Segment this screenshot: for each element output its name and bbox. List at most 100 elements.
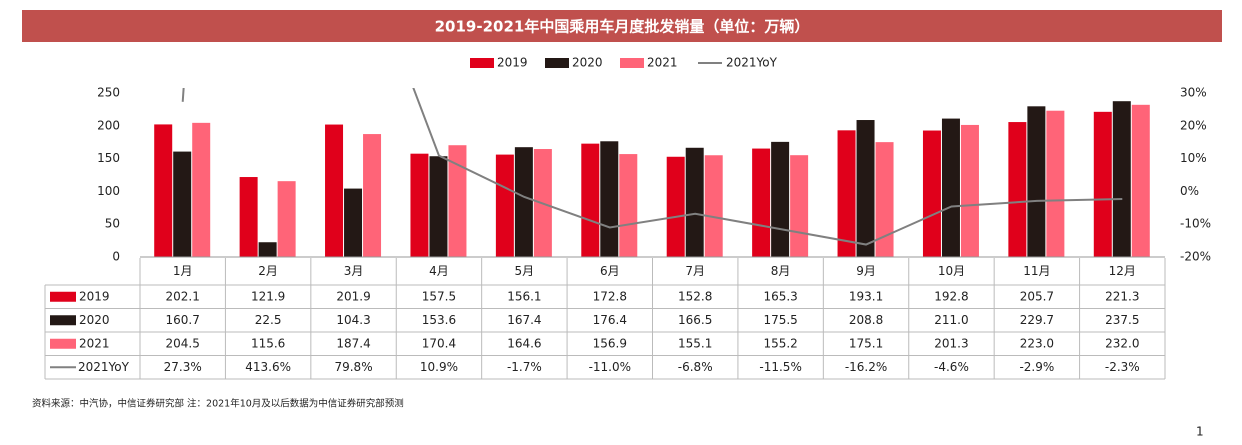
- bar: [239, 177, 258, 257]
- source-note: 资料来源：中汽协，中信证券研究部 注：2021年10月及以后数据为中信证券研究部…: [32, 398, 404, 410]
- bar: [325, 124, 344, 258]
- y-tick-label: 150: [97, 151, 120, 165]
- title-bar: [22, 10, 1222, 42]
- bar: [514, 147, 533, 257]
- x-tick-label: 11月: [1023, 264, 1050, 278]
- table-cell: 152.8: [678, 289, 712, 303]
- x-tick-label: 7月: [685, 264, 705, 278]
- x-tick-label: 2月: [258, 264, 278, 278]
- y2-tick-label: -10%: [1180, 217, 1211, 231]
- table-cell: -6.8%: [678, 360, 713, 374]
- table-cell: 176.4: [593, 313, 627, 327]
- yoy-line: [181, 88, 1123, 246]
- y2-tick-label: 0%: [1180, 184, 1199, 198]
- table-cell: -2.3%: [1105, 360, 1140, 374]
- bar: [960, 124, 979, 257]
- y-tick-label: 250: [97, 86, 120, 100]
- line-group: [181, 88, 1123, 246]
- table-cell: 156.9: [593, 336, 627, 350]
- table-cell: 175.5: [763, 313, 797, 327]
- table-cell: 155.2: [763, 336, 797, 350]
- y2-tick-label: 10%: [1180, 151, 1207, 165]
- bar: [429, 156, 448, 257]
- table-cell: 172.8: [593, 289, 627, 303]
- x-tick-label: 4月: [429, 264, 449, 278]
- y-tick-label: 0: [112, 250, 120, 264]
- row-label: 2020: [79, 313, 110, 327]
- bar: [771, 141, 790, 257]
- table-cell: 221.3: [1105, 289, 1139, 303]
- legend-label: 2021: [647, 56, 678, 70]
- table-cell: 165.3: [763, 289, 797, 303]
- table-cell: 229.7: [1020, 313, 1054, 327]
- bar: [495, 154, 514, 257]
- table-cell: 193.1: [849, 289, 883, 303]
- row-label: 2021YoY: [78, 360, 130, 374]
- legend-swatch: [620, 58, 644, 68]
- table-swatch: [50, 338, 76, 349]
- table-cell: -16.2%: [845, 360, 887, 374]
- table-cell: 170.4: [422, 336, 456, 350]
- table-cell: -11.5%: [759, 360, 801, 374]
- bar: [875, 142, 894, 257]
- bar: [1112, 101, 1131, 257]
- bar: [1093, 111, 1112, 257]
- x-tick-label: 3月: [344, 264, 364, 278]
- table-cell: 166.5: [678, 313, 712, 327]
- bar: [837, 130, 856, 257]
- table-cell: -11.0%: [589, 360, 631, 374]
- table-cell: 155.1: [678, 336, 712, 350]
- table-cell: -1.7%: [507, 360, 542, 374]
- bar: [192, 122, 211, 258]
- bar: [922, 130, 941, 257]
- bar: [344, 188, 363, 257]
- table-cell: -2.9%: [1019, 360, 1054, 374]
- table-cell: 164.6: [507, 336, 541, 350]
- bar: [1131, 104, 1150, 257]
- bar: [600, 141, 619, 257]
- bar: [619, 154, 638, 257]
- y-tick-label: 50: [105, 217, 120, 231]
- bar: [1027, 106, 1046, 257]
- x-tick-label: 5月: [515, 264, 535, 278]
- bar: [666, 156, 685, 257]
- table-cell: 201.9: [336, 289, 370, 303]
- table-cell: 413.6%: [245, 360, 291, 374]
- table-cell: 27.3%: [164, 360, 202, 374]
- table-cell: 156.1: [507, 289, 541, 303]
- x-tick-label: 12月: [1109, 264, 1136, 278]
- y-tick-label: 200: [97, 118, 120, 132]
- table-cell: 115.6: [251, 336, 285, 350]
- legend-swatch: [470, 58, 494, 68]
- bar: [1046, 110, 1065, 257]
- table-cell: 187.4: [336, 336, 370, 350]
- table-cell: 10.9%: [420, 360, 458, 374]
- table-cell: 22.5: [255, 313, 282, 327]
- page-number: 1: [1196, 425, 1204, 439]
- bar: [752, 148, 771, 257]
- x-tick-label: 9月: [856, 264, 876, 278]
- table-swatch: [50, 291, 76, 302]
- table-cell: 79.8%: [334, 360, 372, 374]
- x-tick-label: 8月: [771, 264, 791, 278]
- x-tick-label: 10月: [938, 264, 965, 278]
- x-tick-label: 1月: [173, 264, 193, 278]
- table-cell: 237.5: [1105, 313, 1139, 327]
- row-label: 2021: [79, 336, 110, 350]
- chart-title: 2019-2021年中国乘用车月度批发销量（单位：万辆）: [435, 18, 810, 36]
- legend-swatch: [545, 58, 569, 68]
- bar: [363, 134, 382, 257]
- table-cell: 192.8: [934, 289, 968, 303]
- table-cell: 104.3: [336, 313, 370, 327]
- table-swatch: [50, 315, 76, 326]
- table-cell: 175.1: [849, 336, 883, 350]
- bar: [448, 145, 467, 257]
- table-cell: 232.0: [1105, 336, 1139, 350]
- bar: [173, 151, 192, 257]
- bar: [856, 120, 875, 258]
- bar: [258, 242, 277, 257]
- table-cell: 157.5: [422, 289, 456, 303]
- bar: [1008, 122, 1027, 258]
- table-cell: 160.7: [166, 313, 200, 327]
- y-tick-label: 100: [97, 184, 120, 198]
